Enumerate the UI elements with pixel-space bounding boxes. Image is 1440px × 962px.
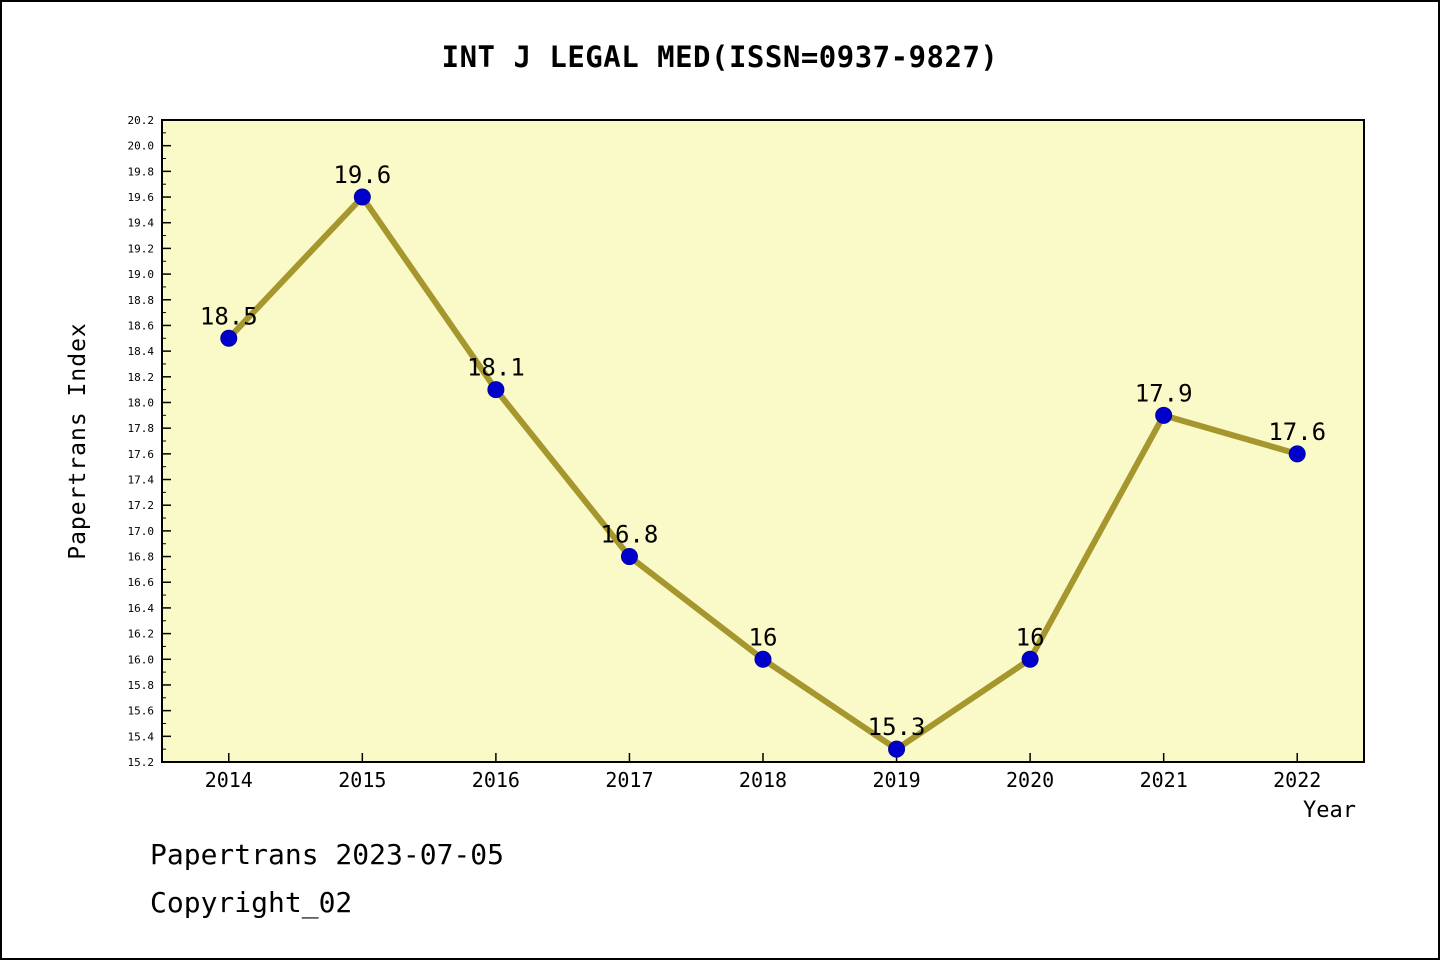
y-tick-label: 17.2: [128, 499, 155, 512]
data-point: [353, 188, 371, 206]
y-tick-label: 17.6: [128, 448, 155, 461]
y-tick-label: 16.8: [128, 551, 155, 564]
x-tick-label: 2015: [338, 768, 386, 792]
x-tick-label: 2014: [205, 768, 253, 792]
point-label: 18.5: [200, 302, 258, 330]
y-tick-label: 20.2: [128, 114, 155, 127]
x-tick-label: 2017: [605, 768, 653, 792]
x-tick-label: 2016: [472, 768, 520, 792]
y-tick-label: 20.0: [128, 140, 155, 153]
y-tick-label: 16.2: [128, 628, 155, 641]
x-tick-label: 2020: [1006, 768, 1054, 792]
data-point: [1155, 406, 1173, 424]
y-tick-label: 18.0: [128, 396, 155, 409]
data-point: [220, 329, 238, 347]
chart-title: INT J LEGAL MED(ISSN=0937-9827): [441, 40, 999, 74]
point-label: 17.6: [1268, 418, 1326, 446]
y-tick-label: 15.4: [128, 730, 155, 743]
x-tick-label: 2018: [739, 768, 787, 792]
data-point: [1288, 445, 1306, 463]
y-tick-label: 16.4: [128, 602, 155, 615]
y-tick-label: 15.6: [128, 705, 155, 718]
y-tick-label: 15.8: [128, 679, 155, 692]
data-point: [888, 740, 906, 758]
y-tick-label: 16.0: [128, 653, 155, 666]
watermark-copyright: Copyright_02: [150, 886, 353, 919]
point-label: 15.3: [868, 713, 926, 741]
watermark-date: Papertrans 2023-07-05: [150, 838, 505, 871]
x-tick-label: 2022: [1273, 768, 1321, 792]
y-tick-label: 17.0: [128, 525, 155, 538]
y-tick-label: 19.6: [128, 191, 155, 204]
y-tick-label: 18.2: [128, 371, 155, 384]
point-label: 18.1: [467, 354, 525, 382]
point-label: 17.9: [1135, 379, 1193, 407]
y-tick-label: 18.6: [128, 319, 155, 332]
y-tick-label: 17.8: [128, 422, 155, 435]
x-tick-label: 2021: [1140, 768, 1188, 792]
data-point: [620, 548, 638, 566]
y-tick-label: 18.8: [128, 294, 155, 307]
point-label: 16: [1016, 623, 1045, 651]
y-tick-label: 17.4: [128, 474, 155, 487]
y-tick-label: 19.2: [128, 242, 155, 255]
x-tick-label: 2019: [872, 768, 920, 792]
y-tick-label: 16.6: [128, 576, 155, 589]
point-label: 16: [749, 623, 778, 651]
y-tick-label: 19.0: [128, 268, 155, 281]
x-axis-label: Year: [1303, 798, 1356, 823]
y-tick-label: 15.2: [128, 756, 155, 769]
point-label: 16.8: [601, 521, 659, 549]
y-axis-label: Papertrans Index: [65, 322, 91, 560]
y-tick-label: 19.4: [128, 217, 155, 230]
y-tick-label: 18.4: [128, 345, 155, 358]
data-point: [754, 650, 772, 668]
y-tick-label: 19.8: [128, 165, 155, 178]
point-label: 19.6: [333, 161, 391, 189]
data-point: [487, 381, 505, 399]
data-point: [1021, 650, 1039, 668]
